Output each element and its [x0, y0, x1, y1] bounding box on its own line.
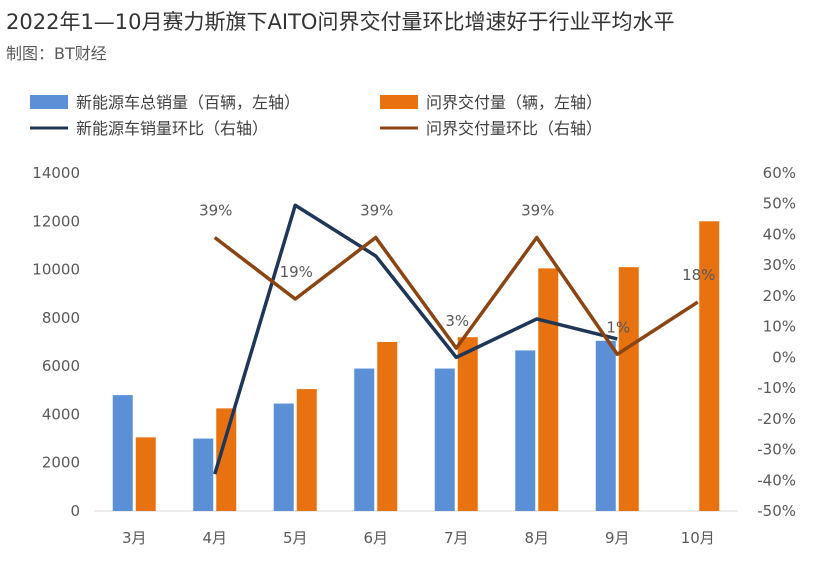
left-tick-label: 2000	[42, 454, 80, 472]
x-tick-label: 8月	[524, 529, 549, 547]
right-tick-label: 50%	[763, 195, 796, 213]
x-tick-label: 5月	[283, 529, 308, 547]
right-tick-label: -10%	[757, 379, 796, 397]
bar	[135, 437, 156, 511]
data-label: 3%	[445, 312, 469, 330]
left-tick-label: 8000	[42, 309, 80, 327]
left-tick-label: 6000	[42, 357, 80, 375]
left-tick-label: 10000	[32, 261, 80, 279]
data-labels: 39% 19% 39% 3% 39% 1% 18%	[199, 202, 715, 337]
bar	[193, 438, 214, 511]
legend-label-3: 问界交付量环比（右轴）	[426, 119, 602, 138]
series-line	[213, 203, 618, 475]
right-tick-label: -20%	[757, 410, 796, 428]
data-label: 39%	[360, 202, 393, 220]
left-tick-label: 14000	[32, 164, 80, 182]
bar	[112, 395, 133, 511]
legend-label-0: 新能源车总销量（百辆，左轴）	[76, 93, 300, 112]
right-tick-label: -50%	[757, 502, 796, 520]
legend-label-1: 问界交付量（辆，左轴）	[426, 93, 602, 112]
data-label: 18%	[682, 266, 715, 284]
chart-title: 2022年1—10月赛力斯旗下AITO问界交付量环比增速好于行业平均水平	[6, 10, 675, 34]
bar	[457, 337, 478, 511]
lines	[213, 203, 699, 475]
legend-label-2: 新能源车销量环比（右轴）	[76, 119, 268, 138]
left-tick-label: 0	[70, 502, 80, 520]
bar	[595, 340, 616, 511]
right-tick-label: -40%	[757, 471, 796, 489]
bar	[354, 368, 375, 511]
data-label: 39%	[521, 202, 554, 220]
x-tick-label: 10月	[681, 529, 715, 547]
left-tick-label: 4000	[42, 405, 80, 423]
bar	[515, 350, 536, 511]
data-label: 1%	[606, 318, 630, 336]
legend-swatch-1	[380, 95, 418, 109]
bar	[699, 221, 720, 512]
bar	[377, 342, 398, 511]
right-tick-label: 60%	[763, 164, 796, 182]
legend: 新能源车总销量（百辆，左轴） 问界交付量（辆，左轴） 新能源车销量环比（右轴） 问界交…	[30, 93, 602, 138]
x-tick-label: 4月	[202, 529, 227, 547]
bar	[273, 403, 294, 511]
right-tick-label: 40%	[763, 225, 796, 243]
bar	[538, 268, 559, 511]
data-label: 19%	[280, 263, 313, 281]
right-tick-label: 30%	[763, 256, 796, 274]
x-tick-label: 7月	[444, 529, 469, 547]
right-tick-label: 10%	[763, 318, 796, 336]
right-tick-label: -30%	[757, 441, 796, 459]
right-tick-label: 0%	[772, 348, 796, 366]
bar	[434, 368, 455, 511]
bar	[216, 408, 237, 511]
left-tick-label: 12000	[32, 212, 80, 230]
bar	[618, 267, 639, 511]
data-label: 39%	[199, 202, 232, 220]
x-tick-label: 9月	[605, 529, 630, 547]
axes: 0 2000 4000 6000 8000 10000 12000 14000 -50% -40%…	[32, 164, 796, 547]
right-tick-label: 20%	[763, 287, 796, 305]
chart-subtitle: 制图：BT财经	[6, 44, 107, 63]
x-tick-label: 3月	[122, 529, 147, 547]
x-tick-label: 6月	[363, 529, 388, 547]
bars	[112, 221, 720, 512]
legend-swatch-0	[30, 95, 68, 109]
series-line	[213, 235, 699, 357]
bar	[296, 389, 317, 511]
